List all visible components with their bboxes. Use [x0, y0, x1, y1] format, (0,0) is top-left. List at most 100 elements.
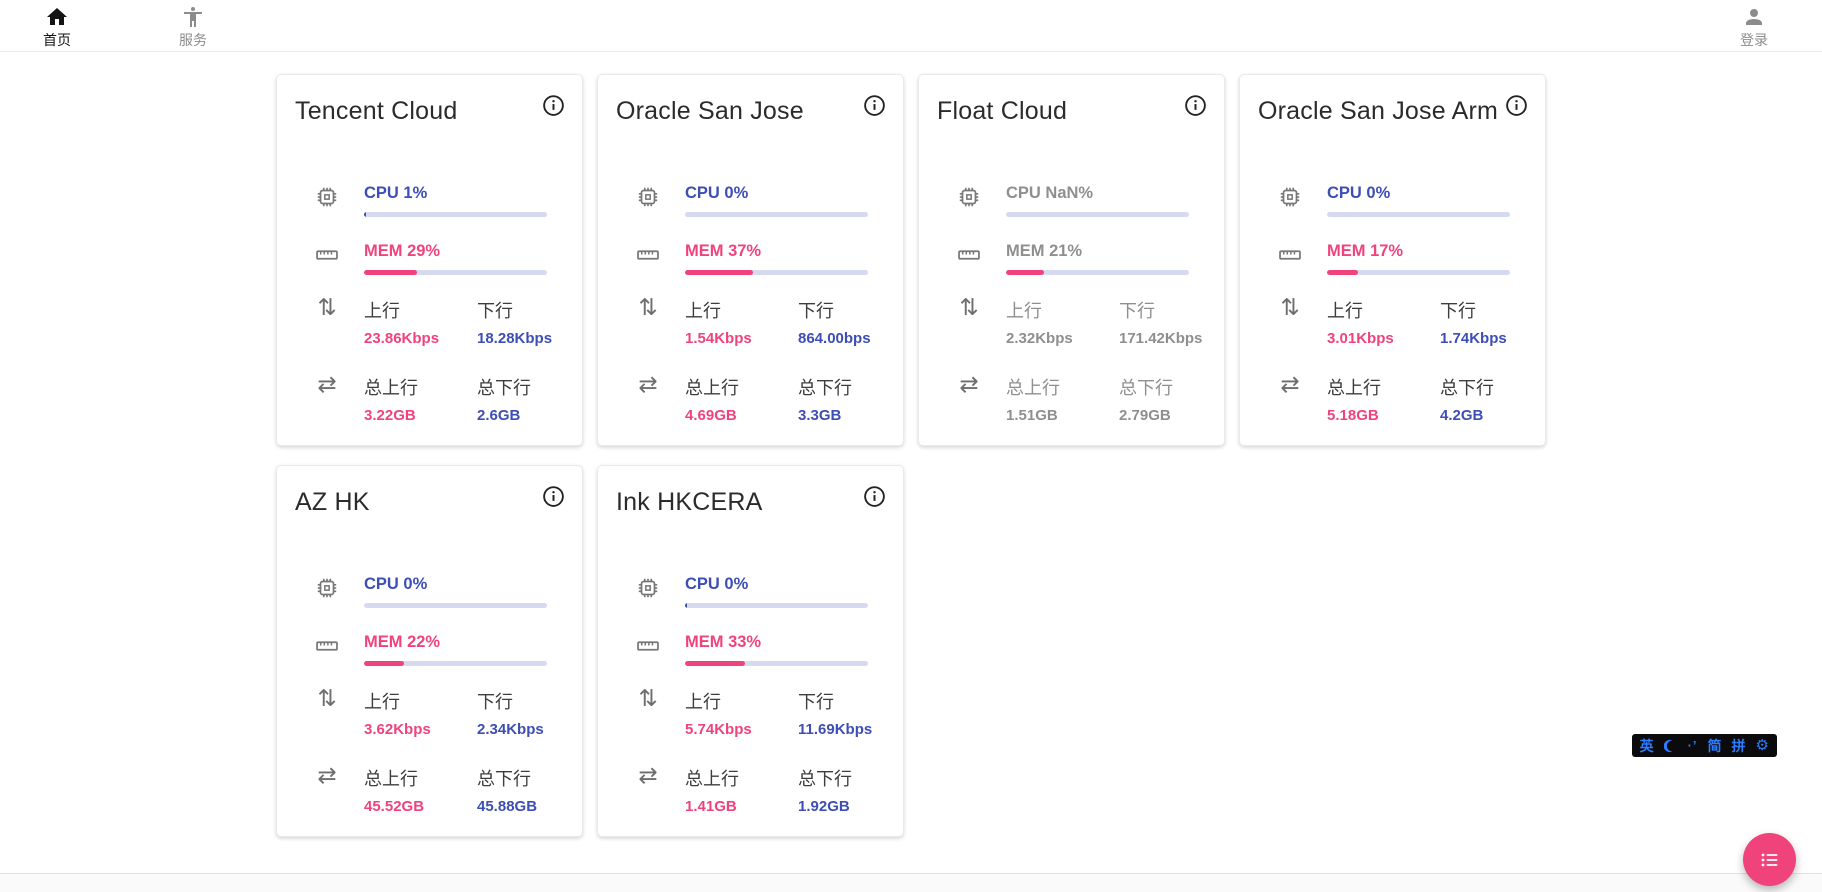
mem-progress-bar — [364, 661, 547, 666]
total-download-label: 总下行 — [798, 769, 852, 789]
server-card-tencent-cloud: Tencent Cloud CPU 1% MEM 29% — [276, 74, 583, 446]
total-upload-value: 1.51GB — [1006, 407, 1058, 424]
moon-icon[interactable] — [1663, 739, 1678, 753]
cpu-chip-icon — [1277, 184, 1303, 210]
mem-usage-label: MEM 21% — [1006, 242, 1083, 260]
download-label: 下行 — [1440, 301, 1476, 321]
ime-toolbar[interactable]: 英 ·’ 简 拼 ⚙ — [1631, 734, 1777, 757]
mem-progress-fill — [1006, 270, 1045, 275]
server-card-oracle-san-jose: Oracle San Jose CPU 0% MEM 37% — [597, 74, 904, 446]
total-upload-label: 总上行 — [364, 378, 418, 398]
total-download-stat: 总下行 1.92GB — [798, 765, 868, 815]
server-list-fab-button[interactable] — [1743, 833, 1796, 886]
cpu-usage-label: CPU NaN% — [1006, 184, 1094, 202]
mem-row: MEM 22% — [277, 633, 582, 666]
mem-row: MEM 37% — [598, 242, 903, 275]
total-upload-stat: 总上行 45.52GB — [364, 765, 477, 815]
info-icon[interactable] — [539, 482, 568, 511]
download-value: 1.74Kbps — [1440, 330, 1507, 347]
total-row: ⇄ 总上行 45.52GB 总下行 45.88GB — [277, 763, 582, 816]
cpu-chip-icon — [635, 184, 661, 210]
cpu-chip-icon — [314, 575, 340, 601]
download-stat: 下行 18.28Kbps — [477, 297, 552, 347]
download-stat: 下行 11.69Kbps — [798, 688, 872, 738]
total-download-value: 3.3GB — [798, 407, 842, 424]
mem-row: MEM 21% — [919, 242, 1224, 275]
cpu-progress-bar — [685, 212, 868, 217]
download-label: 下行 — [1119, 301, 1155, 321]
swap-vertical-icon: ⇅ — [1280, 295, 1300, 321]
cpu-usage-label: CPU 1% — [364, 184, 428, 202]
upload-stat: 上行 2.32Kbps — [1006, 297, 1119, 347]
server-name: Oracle San Jose Arm — [1258, 97, 1499, 125]
nav-label-services: 服务 — [179, 31, 207, 48]
ime-input-method-indicator[interactable]: 拼 — [1731, 737, 1746, 754]
ruler-icon — [314, 242, 340, 268]
total-download-stat: 总下行 2.6GB — [477, 374, 547, 424]
total-download-label: 总下行 — [798, 378, 852, 398]
speed-row: ⇅ 上行 3.62Kbps 下行 2.34Kbps — [277, 686, 582, 739]
total-upload-stat: 总上行 4.69GB — [685, 374, 798, 424]
ruler-icon — [635, 242, 661, 268]
total-download-label: 总下行 — [1440, 378, 1494, 398]
swap-vertical-icon: ⇅ — [317, 686, 337, 712]
swap-vertical-icon: ⇅ — [959, 295, 979, 321]
total-upload-label: 总上行 — [1006, 378, 1060, 398]
total-row: ⇄ 总上行 4.69GB 总下行 3.3GB — [598, 374, 903, 425]
info-icon[interactable] — [1181, 91, 1210, 120]
info-icon[interactable] — [1502, 91, 1531, 120]
upload-label: 上行 — [1006, 301, 1042, 321]
mem-usage-label: MEM 17% — [1327, 242, 1404, 260]
cpu-row: CPU 0% — [598, 184, 903, 217]
download-stat: 下行 2.34Kbps — [477, 688, 547, 738]
nav-item-home[interactable]: 首页 — [34, 0, 80, 51]
upload-label: 上行 — [1327, 301, 1363, 321]
total-upload-value: 4.69GB — [685, 407, 737, 424]
cpu-progress-fill — [685, 603, 687, 608]
nav-item-services[interactable]: 服务 — [170, 0, 216, 51]
total-download-label: 总下行 — [1119, 378, 1173, 398]
total-download-label: 总下行 — [477, 769, 531, 789]
cpu-chip-icon — [956, 184, 982, 210]
cpu-progress-bar — [364, 212, 547, 217]
server-card-float-cloud: Float Cloud CPU NaN% MEM 21% — [918, 74, 1225, 446]
server-card-ink-hkcera: Ink HKCERA CPU 0% MEM 33% — [597, 465, 904, 837]
cpu-row: CPU 0% — [598, 575, 903, 608]
info-icon[interactable] — [860, 91, 889, 120]
ime-language-indicator[interactable]: 英 — [1639, 737, 1654, 754]
download-label: 下行 — [798, 692, 834, 712]
total-row: ⇄ 总上行 1.51GB 总下行 2.79GB — [919, 374, 1224, 425]
total-upload-stat: 总上行 1.41GB — [685, 765, 798, 815]
ime-charset-indicator[interactable]: 简 — [1707, 737, 1722, 754]
upload-stat: 上行 23.86Kbps — [364, 297, 477, 347]
ime-punctuation-indicator[interactable]: ·’ — [1687, 738, 1698, 753]
server-card-oracle-san-jose-arm: Oracle San Jose Arm CPU 0% MEM — [1239, 74, 1546, 446]
cpu-progress-bar — [1006, 212, 1189, 217]
upload-value: 1.54Kbps — [685, 330, 752, 347]
swap-horizontal-icon: ⇄ — [317, 763, 337, 789]
cpu-usage-label: CPU 0% — [1327, 184, 1391, 202]
gear-icon[interactable]: ⚙ — [1755, 736, 1769, 754]
speed-row: ⇅ 上行 1.54Kbps 下行 864.00bps — [598, 297, 903, 348]
total-download-stat: 总下行 2.79GB — [1119, 374, 1189, 424]
info-icon[interactable] — [860, 482, 889, 511]
total-upload-label: 总上行 — [1327, 378, 1381, 398]
upload-label: 上行 — [685, 692, 721, 712]
mem-progress-fill — [364, 661, 405, 666]
mem-progress-fill — [1327, 270, 1359, 275]
swap-vertical-icon: ⇅ — [317, 295, 337, 321]
upload-value: 3.62Kbps — [364, 721, 431, 738]
upload-value: 5.74Kbps — [685, 721, 752, 738]
cpu-chip-icon — [314, 184, 340, 210]
ruler-icon — [314, 633, 340, 659]
nav-item-login[interactable]: 登录 — [1731, 0, 1777, 51]
total-upload-stat: 总上行 3.22GB — [364, 374, 477, 424]
total-row: ⇄ 总上行 5.18GB 总下行 4.2GB — [1240, 374, 1545, 425]
speed-row: ⇅ 上行 5.74Kbps 下行 11.69Kbps — [598, 688, 903, 739]
total-download-stat: 总下行 45.88GB — [477, 765, 547, 815]
upload-label: 上行 — [685, 301, 721, 321]
cpu-row: CPU NaN% — [919, 184, 1224, 217]
info-icon[interactable] — [539, 91, 568, 120]
upload-value: 23.86Kbps — [364, 330, 440, 347]
upload-label: 上行 — [364, 692, 400, 712]
